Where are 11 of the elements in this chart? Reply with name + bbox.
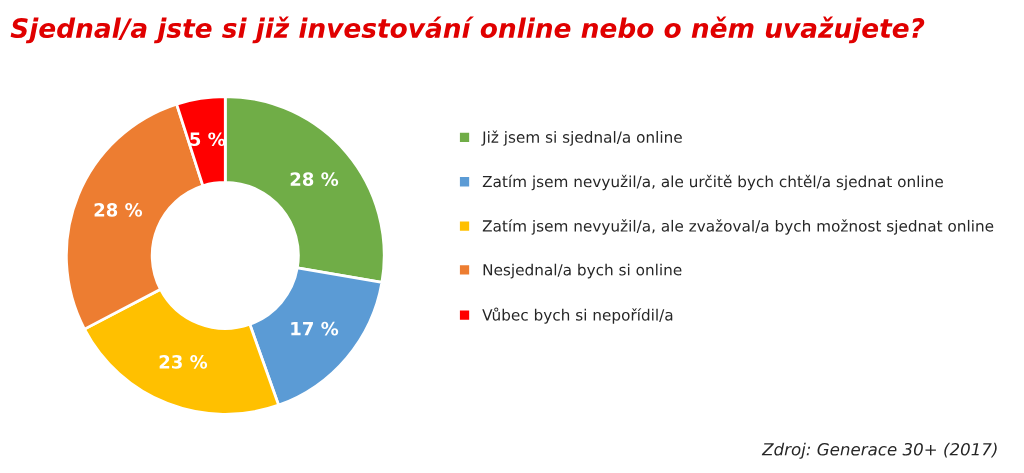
legend-label: Nesjednal/a bych si online xyxy=(483,263,682,279)
data-label: 17 % xyxy=(291,321,339,336)
chart-title: Sjednal/a jste si již investování online nebo o něm uvažujete? xyxy=(10,16,925,44)
data-label: 28 % xyxy=(94,203,143,217)
data-label: 28 % xyxy=(290,172,339,186)
legend-label: Již jsem si sjednal/a online xyxy=(481,130,682,146)
data-label: 23 % xyxy=(159,355,208,369)
legend-label: Zatím jsem nevyužil/a, ale zvažoval/a bych možnost sjednat online xyxy=(482,219,994,235)
legend-label: Zatím jsem nevyužil/a, ale určitě bych chtěl/a sjednat online xyxy=(482,174,943,191)
text: Zdroj: Generace 30+ (2017) xyxy=(761,442,997,459)
legend-label: Vůbec bych si nepořídil/a xyxy=(482,307,673,324)
